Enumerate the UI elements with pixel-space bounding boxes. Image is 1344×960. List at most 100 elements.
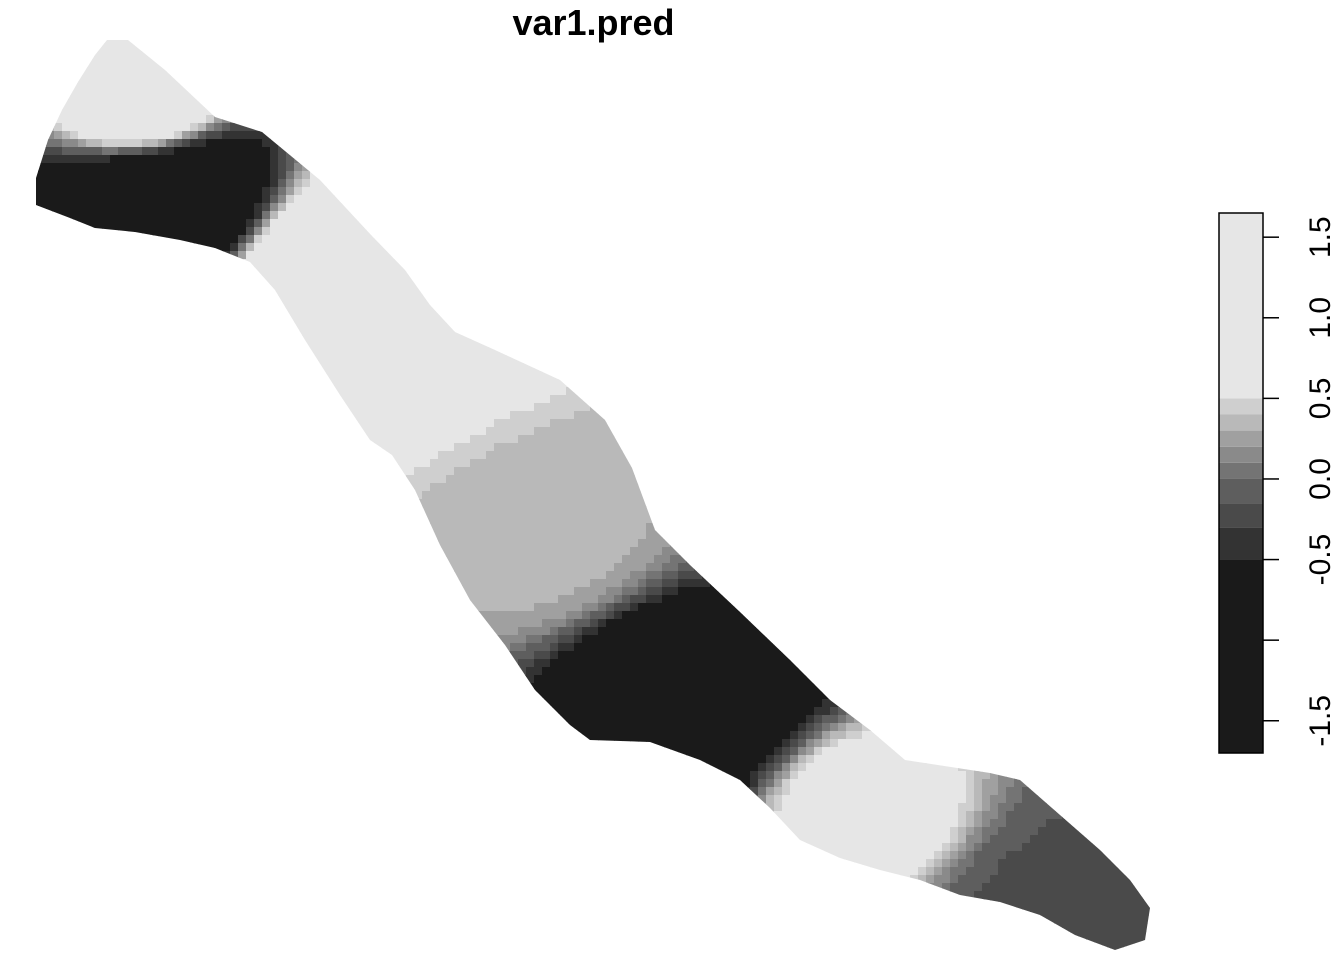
raster-cell: [86, 139, 95, 148]
raster-cell: [502, 275, 511, 284]
raster-cell: [398, 283, 407, 292]
raster-cell: [142, 299, 151, 308]
raster-cell: [454, 283, 463, 292]
raster-cell: [838, 291, 847, 300]
raster-cell: [1038, 51, 1047, 60]
raster-cell: [182, 187, 191, 196]
raster-cell: [774, 259, 783, 268]
raster-cell: [1094, 99, 1103, 108]
raster-cell: [374, 243, 383, 252]
raster-cell: [558, 123, 567, 132]
raster-cell: [926, 227, 935, 236]
raster-cell: [622, 235, 631, 244]
raster-cell: [398, 195, 407, 204]
raster-cell: [638, 179, 647, 188]
raster-cell: [614, 155, 623, 164]
raster-cell: [526, 299, 535, 308]
raster-cell: [782, 147, 791, 156]
raster-cell: [1102, 187, 1111, 196]
raster-cell: [774, 59, 783, 68]
raster-cell: [558, 155, 567, 164]
raster-cell: [190, 259, 199, 268]
raster-cell: [462, 59, 471, 68]
raster-cell: [334, 291, 343, 300]
raster-cell: [238, 243, 247, 252]
raster-cell: [686, 91, 695, 100]
raster-cell: [694, 123, 703, 132]
raster-cell: [630, 59, 639, 68]
raster-cell: [918, 91, 927, 100]
raster-cell: [198, 51, 207, 60]
raster-cell: [702, 83, 711, 92]
raster-cell: [414, 51, 423, 60]
raster-cell: [342, 195, 351, 204]
raster-cell: [958, 243, 967, 252]
raster-cell: [750, 40, 759, 44]
raster-cell: [686, 123, 695, 132]
raster-cell: [94, 155, 103, 164]
raster-cell: [950, 131, 959, 140]
raster-cell: [790, 131, 799, 140]
raster-cell: [686, 147, 695, 156]
raster-cell: [670, 59, 679, 68]
raster-cell: [718, 187, 727, 196]
raster-cell: [886, 219, 895, 228]
raster-cell: [398, 187, 407, 196]
raster-cell: [526, 171, 535, 180]
raster-cell: [310, 179, 319, 188]
raster-cell: [230, 163, 239, 172]
raster-cell: [654, 235, 663, 244]
raster-cell: [358, 179, 367, 188]
raster-cell: [470, 195, 479, 204]
raster-cell: [262, 243, 271, 252]
raster-cell: [854, 115, 863, 124]
raster-cell: [1102, 123, 1111, 132]
raster-cell: [134, 219, 143, 228]
raster-cell: [1014, 299, 1023, 308]
raster-cell: [550, 40, 559, 44]
raster-cell: [822, 211, 831, 220]
raster-cell: [1046, 275, 1055, 284]
raster-cell: [1006, 99, 1015, 108]
raster-cell: [222, 67, 231, 76]
raster-cell: [134, 283, 143, 292]
raster-cell: [742, 59, 751, 68]
raster-cell: [798, 51, 807, 60]
raster-cell: [670, 123, 679, 132]
raster-cell: [134, 43, 143, 52]
raster-cell: [150, 235, 159, 244]
raster-cell: [390, 211, 399, 220]
raster-cell: [462, 75, 471, 84]
raster-cell: [318, 67, 327, 76]
raster-cell: [254, 267, 263, 276]
raster-cell: [334, 75, 343, 84]
raster-cell: [614, 179, 623, 188]
raster-cell: [806, 187, 815, 196]
raster-cell: [518, 187, 527, 196]
raster-cell: [1062, 43, 1071, 52]
raster-cell: [830, 291, 839, 300]
raster-cell: [838, 123, 847, 132]
raster-cell: [606, 40, 615, 44]
raster-cell: [1094, 291, 1103, 300]
raster-cell: [166, 227, 175, 236]
raster-cell: [326, 75, 335, 84]
raster-cell: [870, 179, 879, 188]
raster-cell: [102, 291, 111, 300]
raster-cell: [158, 291, 167, 300]
raster-cell: [278, 139, 287, 148]
raster-cell: [198, 251, 207, 260]
raster-cell: [46, 147, 55, 156]
raster-cell: [822, 203, 831, 212]
raster-cell: [918, 83, 927, 92]
raster-cell: [982, 163, 991, 172]
raster-cell: [246, 243, 255, 252]
raster-cell: [950, 51, 959, 60]
raster-cell: [334, 283, 343, 292]
raster-cell: [278, 43, 287, 52]
raster-cell: [550, 99, 559, 108]
raster-cell: [526, 163, 535, 172]
raster-cell: [222, 123, 231, 132]
raster-cell: [1110, 107, 1119, 116]
raster-cell: [342, 235, 351, 244]
